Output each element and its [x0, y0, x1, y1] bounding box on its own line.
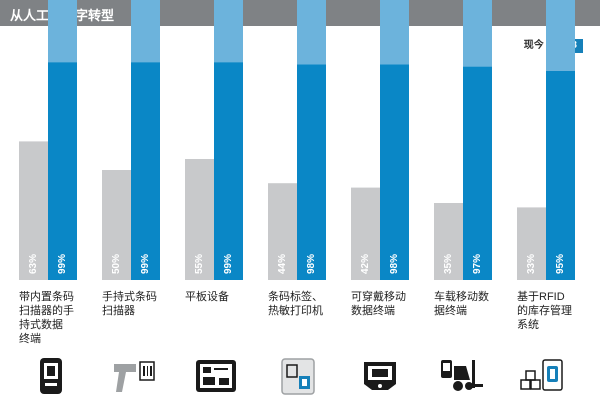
handheld-scanner-icon: [114, 361, 155, 392]
category-label-line: 条码标签、: [268, 291, 323, 303]
category-label-line: 系统: [517, 319, 539, 331]
rfid-inventory-icon: [520, 359, 563, 391]
bar-now-5: [434, 203, 463, 280]
category-label-line: 平板设备: [185, 291, 229, 303]
label-now-1: 50%: [111, 254, 122, 274]
bar-now-0: [19, 141, 48, 280]
category-label-line: 据终端: [434, 305, 467, 317]
category-label-line: 热敏打印机: [268, 305, 323, 317]
label-now-3: 44%: [277, 254, 288, 274]
category-label-5: 车载移动数 据终端: [434, 290, 516, 318]
bar-2028-1: [131, 62, 160, 281]
category-label-line: 手持式条码: [102, 291, 157, 303]
label-printer-icon: [281, 358, 315, 395]
bar-2028-2: [214, 62, 243, 281]
label-2028-1: 99%: [140, 254, 151, 274]
bar-2028-5: [463, 66, 492, 280]
wearable-terminal-icon: [364, 362, 396, 390]
bar-growth-2: [214, 0, 243, 63]
category-label-4: 可穿戴移动 数据终端: [351, 290, 433, 318]
label-2028-2: 99%: [223, 254, 234, 274]
bar-2028-4: [380, 64, 409, 281]
bar-now-6: [517, 207, 546, 280]
label-2028-4: 98%: [389, 254, 400, 274]
bar-now-1: [102, 170, 131, 280]
bar-2028-3: [297, 64, 326, 281]
category-label-line: 终端: [19, 333, 41, 345]
label-2028-5: 97%: [472, 254, 483, 274]
category-label-line: 数据终端: [351, 305, 395, 317]
bar-growth-4: [380, 0, 409, 65]
bar-now-4: [351, 187, 380, 280]
bar-2028-6: [546, 71, 575, 280]
category-label-6: 基于RFID 的库存管理系统: [517, 290, 599, 332]
category-label-line: 的库存管理: [517, 305, 572, 317]
bar-now-2: [185, 159, 214, 280]
category-label-1: 手持式条码 扫描器: [102, 290, 184, 318]
bar-now-3: [268, 183, 297, 280]
category-label-line: 持式数据: [19, 319, 63, 331]
bar-growth-1: [131, 0, 160, 63]
label-now-2: 55%: [194, 254, 205, 274]
label-now-4: 42%: [360, 254, 371, 274]
bar-growth-3: [297, 0, 326, 65]
category-label-line: 扫描器: [102, 305, 135, 317]
category-label-3: 条码标签、热敏打印机: [268, 290, 350, 318]
tablet-icon: [196, 360, 236, 392]
label-now-6: 33%: [526, 254, 537, 274]
bar-growth-5: [463, 0, 492, 67]
label-2028-3: 98%: [306, 254, 317, 274]
bar-growth-6: [546, 0, 575, 72]
bar-2028-0: [48, 62, 77, 281]
category-label-0: 带内置条码扫描器的手持式数据终端: [19, 290, 101, 346]
legend-now: 现今: [518, 39, 549, 53]
label-now-5: 35%: [443, 254, 454, 274]
label-now-0: 63%: [28, 254, 39, 274]
bar-growth-0: [48, 0, 77, 63]
category-label-line: 带内置条码: [19, 291, 74, 303]
label-2028-6: 95%: [555, 254, 566, 274]
category-label-line: 基于RFID: [517, 291, 565, 303]
category-label-line: 车载移动数: [434, 291, 489, 303]
category-label-line: 可穿戴移动: [351, 291, 406, 303]
bar-chart: 63%99%+36%50%99%+49%55%99%+44%44%98%+54%…: [19, 0, 575, 281]
category-label-line: 扫描器的手: [19, 305, 74, 317]
vehicle-forklift-icon: [441, 360, 483, 391]
category-label-2: 平板设备: [185, 290, 267, 304]
handheld-terminal-icon: [40, 358, 62, 394]
label-2028-0: 99%: [57, 254, 68, 274]
